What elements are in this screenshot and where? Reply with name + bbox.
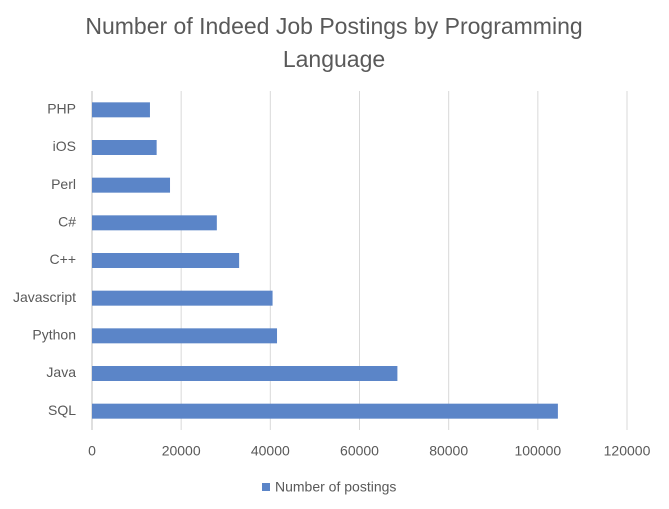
legend-swatch (262, 483, 270, 491)
bar (92, 290, 273, 306)
bar (92, 403, 558, 419)
x-tick-label: 20000 (162, 443, 201, 459)
bar (92, 102, 150, 118)
y-tick-label: C++ (50, 251, 76, 267)
chart-title: Number of Indeed Job Postings by Program… (85, 13, 583, 72)
x-tick-label: 80000 (429, 443, 468, 459)
x-tick-label: 120000 (604, 443, 651, 459)
legend-label: Number of postings (275, 479, 396, 495)
y-tick-label: Java (46, 364, 76, 380)
y-tick-label: iOS (53, 138, 76, 154)
y-tick-label: Python (32, 327, 76, 343)
x-tick-label: 100000 (514, 443, 561, 459)
y-tick-label: C# (58, 214, 76, 230)
y-tick-label: PHP (47, 101, 76, 117)
y-tick-label: SQL (48, 402, 76, 418)
bar (92, 177, 171, 193)
x-tick-label: 0 (88, 443, 96, 459)
x-tick-label: 40000 (251, 443, 290, 459)
bar (92, 328, 278, 344)
y-tick-label: Javascript (13, 289, 76, 305)
bar (92, 140, 157, 155)
y-tick-label: Perl (51, 176, 76, 192)
x-tick-label: 60000 (340, 443, 379, 459)
bar (92, 215, 217, 231)
bar (92, 366, 398, 381)
bar (92, 253, 240, 268)
